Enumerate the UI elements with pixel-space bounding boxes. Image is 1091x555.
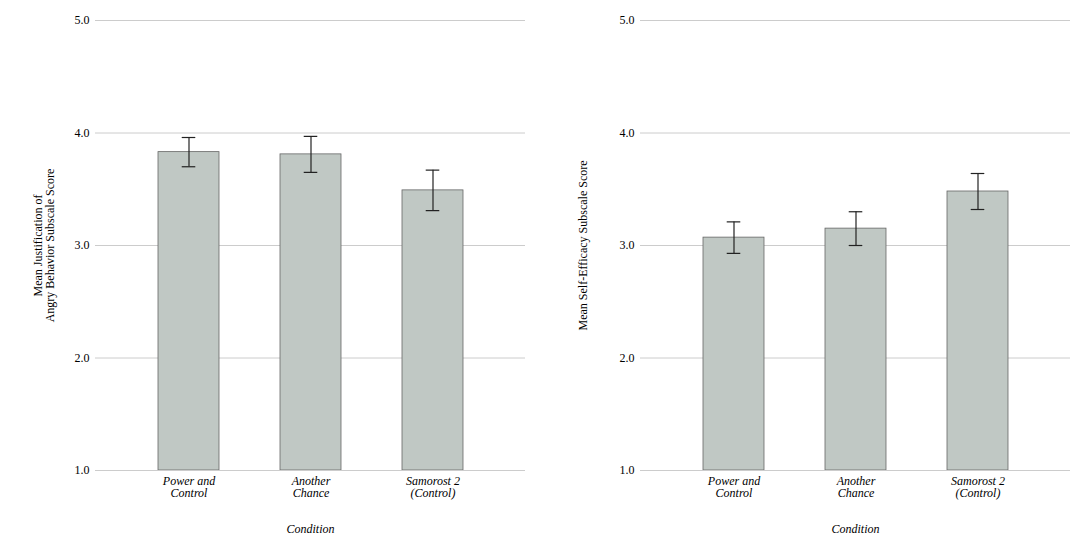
- svg-text:Mean Self-Efficacy Subscale Sc: Mean Self-Efficacy Subscale Score: [576, 160, 590, 330]
- svg-text:Condition: Condition: [286, 522, 334, 536]
- svg-text:Power andControl: Power andControl: [707, 474, 761, 500]
- svg-text:Samorost 2(Control): Samorost 2(Control): [406, 474, 460, 500]
- svg-text:5.0: 5.0: [620, 13, 635, 27]
- svg-text:Power andControl: Power andControl: [162, 474, 216, 500]
- svg-text:5.0: 5.0: [75, 13, 90, 27]
- svg-text:1.0: 1.0: [75, 463, 90, 477]
- svg-text:4.0: 4.0: [620, 126, 635, 140]
- svg-text:1.0: 1.0: [620, 463, 635, 477]
- svg-text:AnotherChance: AnotherChance: [836, 474, 876, 500]
- svg-text:Mean Justification ofAngry Beh: Mean Justification ofAngry Behavior Subs…: [31, 169, 57, 323]
- svg-text:Samorost 2(Control): Samorost 2(Control): [951, 474, 1005, 500]
- svg-text:2.0: 2.0: [620, 351, 635, 365]
- svg-text:4.0: 4.0: [75, 126, 90, 140]
- svg-text:3.0: 3.0: [620, 238, 635, 252]
- svg-text:3.0: 3.0: [75, 238, 90, 252]
- svg-text:Condition: Condition: [831, 522, 879, 536]
- svg-text:AnotherChance: AnotherChance: [291, 474, 331, 500]
- svg-text:2.0: 2.0: [75, 351, 90, 365]
